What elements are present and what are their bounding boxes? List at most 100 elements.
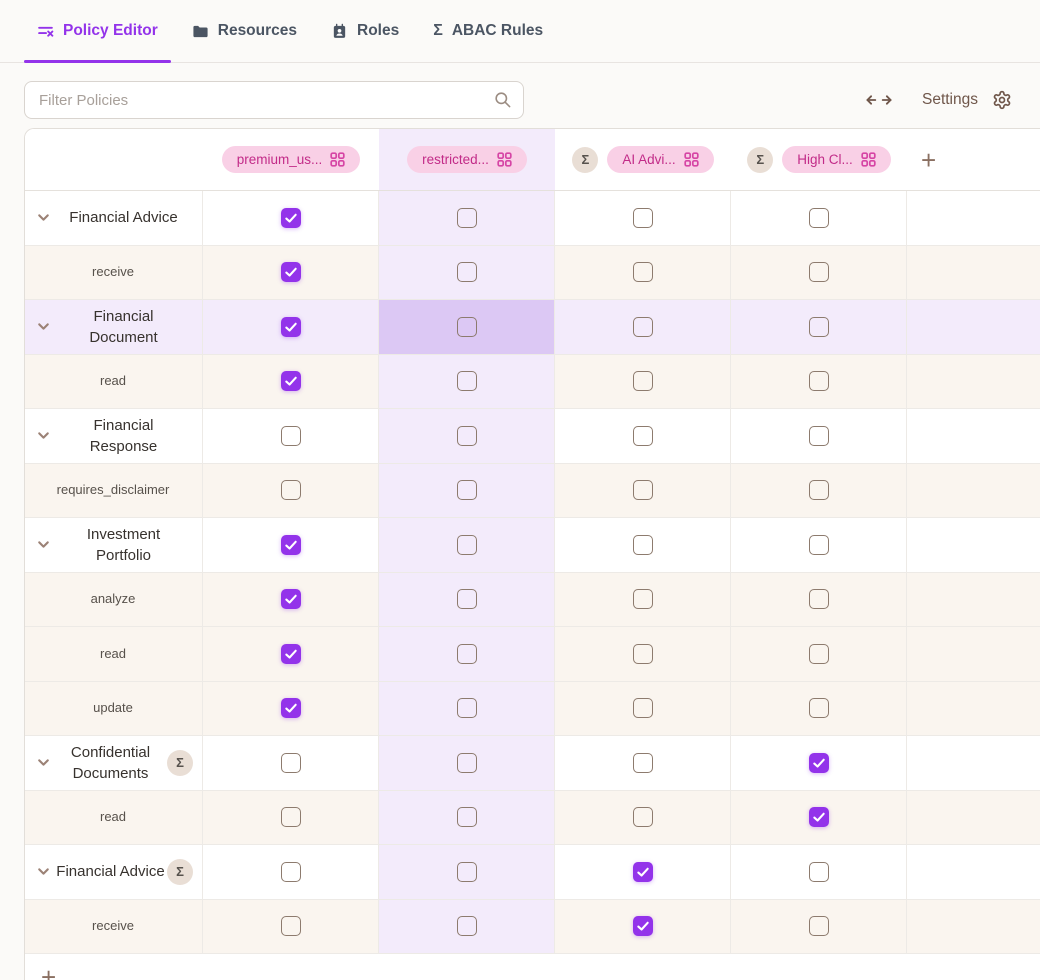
column-pill[interactable]: AI Advi... — [607, 146, 714, 173]
policy-checkbox[interactable] — [280, 752, 301, 773]
tab-roles[interactable]: Roles — [318, 0, 412, 62]
policy-checkbox[interactable] — [632, 916, 653, 937]
policy-checkbox[interactable] — [632, 861, 653, 882]
column-pill[interactable]: High Cl... — [782, 146, 891, 173]
tab-policy-editor[interactable]: Policy Editor — [24, 0, 171, 63]
policy-cell — [555, 300, 731, 355]
settings-label[interactable]: Settings — [921, 91, 978, 108]
policy-checkbox[interactable] — [280, 861, 301, 882]
policy-checkbox[interactable] — [808, 698, 829, 719]
policy-checkbox[interactable] — [808, 589, 829, 610]
policy-checkbox[interactable] — [808, 807, 829, 828]
policy-checkbox[interactable] — [808, 316, 829, 337]
policy-cell — [555, 681, 731, 736]
expand-columns-icon[interactable] — [862, 88, 896, 112]
policy-checkbox[interactable] — [280, 371, 301, 392]
add-resource-button[interactable]: + — [41, 962, 57, 980]
policy-checkbox[interactable] — [808, 262, 829, 283]
policy-checkbox[interactable] — [456, 425, 477, 446]
policy-checkbox[interactable] — [456, 861, 477, 882]
action-label: requires_disclaimer — [56, 482, 170, 498]
policy-checkbox[interactable] — [456, 316, 477, 337]
folder-icon — [192, 23, 209, 40]
chevron-down-icon[interactable] — [33, 534, 54, 555]
policy-checkbox[interactable] — [808, 207, 829, 228]
chevron-down-icon[interactable] — [33, 425, 54, 446]
column-pill[interactable]: premium_us... — [221, 146, 361, 173]
policy-checkbox[interactable] — [808, 371, 829, 392]
policy-cell — [555, 518, 731, 573]
policy-checkbox[interactable] — [456, 916, 477, 937]
policy-checkbox[interactable] — [456, 534, 477, 555]
policy-checkbox[interactable] — [632, 480, 653, 501]
policy-checkbox[interactable] — [456, 262, 477, 283]
policy-cell — [731, 790, 907, 845]
policy-checkbox[interactable] — [808, 534, 829, 555]
tab-abac-rules[interactable]: Σ ABAC Rules — [420, 0, 556, 62]
policy-checkbox[interactable] — [632, 698, 653, 719]
column-pill[interactable]: restricted... — [407, 146, 527, 173]
policy-checkbox[interactable] — [808, 752, 829, 773]
policy-checkbox[interactable] — [456, 807, 477, 828]
policy-checkbox[interactable] — [280, 916, 301, 937]
policy-checkbox[interactable] — [632, 207, 653, 228]
row-action-header: read — [25, 627, 203, 682]
policy-checkbox[interactable] — [632, 643, 653, 664]
sigma-icon: Σ — [433, 22, 443, 39]
policy-checkbox[interactable] — [280, 807, 301, 828]
policy-checkbox[interactable] — [280, 425, 301, 446]
policy-checkbox[interactable] — [456, 698, 477, 719]
policy-checkbox[interactable] — [280, 262, 301, 283]
policy-checkbox[interactable] — [632, 316, 653, 337]
policy-checkbox[interactable] — [808, 425, 829, 446]
filter-policies-input[interactable] — [24, 81, 524, 119]
policy-checkbox[interactable] — [632, 371, 653, 392]
policy-checkbox[interactable] — [632, 534, 653, 555]
policy-checkbox[interactable] — [280, 207, 301, 228]
grip-grid-icon[interactable] — [861, 152, 876, 167]
policy-cell — [203, 681, 379, 736]
chevron-down-icon[interactable] — [33, 207, 54, 228]
row-resource-header: Financial Advice Σ — [25, 845, 203, 900]
policy-checkbox[interactable] — [456, 480, 477, 501]
grip-grid-icon[interactable] — [683, 152, 699, 167]
policy-cell — [203, 354, 379, 409]
grip-grid-icon[interactable] — [330, 152, 345, 167]
row-resource-header: Confidential Documents Σ — [25, 736, 203, 791]
row-action-header: analyze — [25, 572, 203, 627]
policy-checkbox[interactable] — [632, 807, 653, 828]
add-column-button[interactable]: + — [921, 144, 937, 175]
policy-cell — [555, 354, 731, 409]
grip-grid-icon[interactable] — [497, 152, 512, 167]
policy-checkbox[interactable] — [808, 861, 829, 882]
policy-checkbox[interactable] — [280, 698, 301, 719]
tab-label: ABAC Rules — [451, 22, 544, 39]
chevron-down-icon[interactable] — [33, 752, 54, 773]
policy-checkbox[interactable] — [280, 643, 301, 664]
chevron-down-icon[interactable] — [33, 861, 54, 882]
policy-checkbox[interactable] — [456, 371, 477, 392]
tab-resources[interactable]: Resources — [179, 0, 310, 62]
policy-checkbox[interactable] — [808, 643, 829, 664]
policy-checkbox[interactable] — [632, 262, 653, 283]
gear-icon[interactable] — [988, 86, 1016, 114]
sigma-badge: Σ — [572, 146, 599, 173]
policy-checkbox[interactable] — [280, 480, 301, 501]
policy-cell — [555, 572, 731, 627]
policy-checkbox[interactable] — [456, 643, 477, 664]
policy-checkbox[interactable] — [456, 207, 477, 228]
list-x-icon — [37, 23, 54, 40]
policy-checkbox[interactable] — [632, 752, 653, 773]
policy-checkbox[interactable] — [808, 480, 829, 501]
policy-checkbox[interactable] — [456, 752, 477, 773]
policy-checkbox[interactable] — [280, 534, 301, 555]
policy-checkbox[interactable] — [632, 589, 653, 610]
policy-checkbox[interactable] — [280, 316, 301, 337]
policy-checkbox[interactable] — [280, 589, 301, 610]
policy-cell — [555, 736, 731, 791]
chevron-down-icon[interactable] — [33, 316, 54, 337]
policy-checkbox[interactable] — [808, 916, 829, 937]
add-row-footer: + — [25, 954, 1040, 980]
policy-checkbox[interactable] — [456, 589, 477, 610]
policy-checkbox[interactable] — [632, 425, 653, 446]
